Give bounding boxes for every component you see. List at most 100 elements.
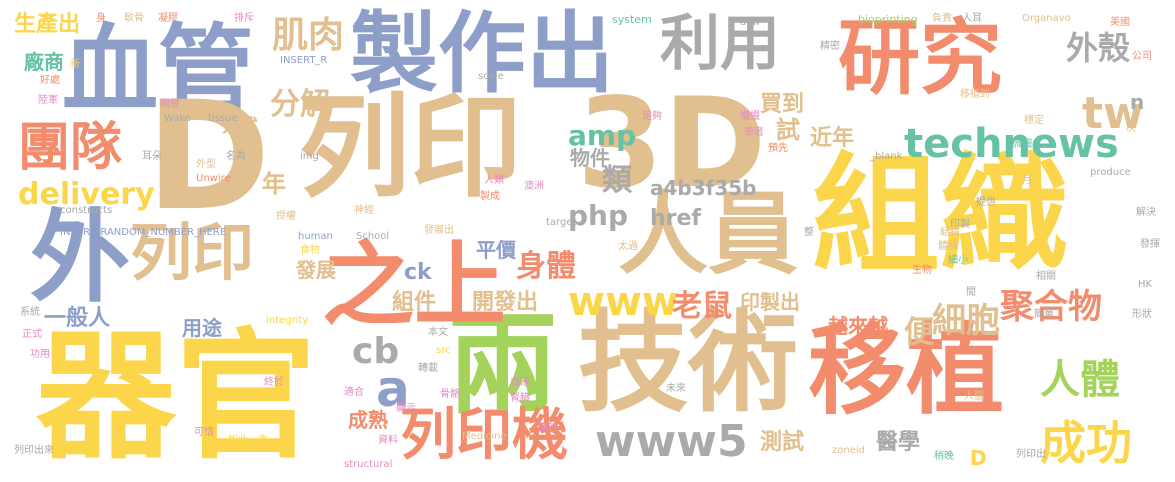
cloud-word: 顯示 bbox=[396, 403, 416, 414]
cloud-word: 廠商 bbox=[24, 50, 64, 74]
cloud-word: 開發出 bbox=[472, 290, 539, 315]
cloud-word: 發揮 bbox=[1140, 239, 1160, 250]
cloud-word: 本文 bbox=[428, 327, 448, 338]
cloud-word: 組件 bbox=[392, 290, 437, 315]
cloud-word: 身 bbox=[96, 13, 106, 24]
cloud-word: 相關 bbox=[1036, 271, 1056, 282]
cloud-word: 形狀 bbox=[1132, 309, 1152, 320]
cloud-word: 器官 bbox=[36, 316, 317, 479]
cloud-word: 穩定 bbox=[1024, 115, 1044, 126]
cloud-word: amp bbox=[568, 119, 637, 152]
cloud-word: www bbox=[568, 279, 679, 325]
cloud-word: a4b3f35b bbox=[650, 176, 757, 200]
cloud-word: target bbox=[546, 217, 577, 228]
cloud-word: 精密 bbox=[820, 41, 840, 52]
cloud-word: 如此一來 bbox=[228, 435, 268, 446]
cloud-word: 越來越 bbox=[828, 314, 888, 338]
cloud-word: 負責 bbox=[932, 13, 952, 24]
cloud-word: 技術 bbox=[578, 299, 798, 427]
cloud-word: 次 bbox=[1126, 123, 1136, 134]
cloud-word: a bbox=[376, 360, 410, 418]
cloud-word: 資料 bbox=[378, 435, 398, 446]
cloud-word: D bbox=[970, 446, 987, 470]
cloud-word: scale bbox=[478, 71, 504, 82]
cloud-word: 血液 bbox=[510, 377, 530, 388]
cloud-word: 慢慢 bbox=[740, 111, 760, 122]
cloud-word: 整 bbox=[804, 227, 814, 238]
cloud-word: 老鼠 bbox=[672, 289, 732, 324]
cloud-word: tw bbox=[1082, 88, 1144, 139]
cloud-word: 類 bbox=[602, 163, 632, 198]
cloud-word: 陸軍 bbox=[38, 95, 58, 106]
cloud-word: 食物 bbox=[300, 245, 320, 256]
cloud-word: 細小 bbox=[948, 255, 968, 266]
cloud-word: 神經 bbox=[354, 205, 374, 216]
cloud-word: 正式 bbox=[22, 329, 42, 340]
cloud-word: 軟骨 bbox=[124, 13, 144, 24]
cloud-word: bioprinting bbox=[858, 13, 918, 26]
cloud-word: 可惜 bbox=[194, 427, 214, 438]
cloud-word: 人員 bbox=[618, 182, 798, 287]
cloud-word: cb bbox=[352, 331, 400, 372]
cloud-word: 列印機 bbox=[400, 403, 568, 468]
cloud-word: 凝膠 bbox=[158, 13, 178, 24]
cloud-word: 列印出來 bbox=[14, 445, 54, 456]
cloud-word: 用途 bbox=[182, 316, 222, 340]
cloud-word: D bbox=[146, 70, 271, 244]
cloud-word: 肌肉 bbox=[272, 15, 345, 56]
cloud-word: 簡單 bbox=[1034, 309, 1054, 320]
cloud-word: 患者 bbox=[744, 127, 764, 138]
cloud-word: 好處 bbox=[40, 75, 60, 86]
cloud-word: 稍晚 bbox=[934, 451, 954, 462]
cloud-word: 人體 bbox=[1040, 357, 1120, 403]
cloud-word: 方式 bbox=[222, 116, 258, 137]
cloud-word: 結構 bbox=[940, 227, 960, 238]
cloud-word: ck bbox=[404, 260, 432, 285]
cloud-word: 試 bbox=[776, 116, 800, 144]
cloud-word: produce bbox=[1090, 167, 1131, 178]
cloud-word: 細胞 bbox=[932, 301, 1000, 341]
cloud-word: 微細 bbox=[1012, 139, 1032, 150]
cloud-word: 製成 bbox=[480, 191, 500, 202]
cloud-word: 月 bbox=[1022, 175, 1032, 186]
cloud-word: Wake bbox=[164, 113, 191, 124]
cloud-word: 身體 bbox=[516, 249, 576, 284]
cloud-word: 授權 bbox=[276, 211, 296, 222]
cloud-word: 公司 bbox=[1132, 51, 1152, 62]
cloud-word: 外 bbox=[30, 199, 130, 316]
cloud-word: href bbox=[650, 206, 702, 231]
cloud-word: 骨骼 bbox=[440, 389, 460, 400]
cloud-word: 醫學 bbox=[876, 430, 921, 455]
cloud-word: INSERT_RANDOM_NUMBER_HERE bbox=[60, 227, 227, 238]
cloud-word: 間 bbox=[966, 287, 976, 298]
cloud-word: 生產出 bbox=[14, 12, 81, 37]
cloud-word: avw bbox=[740, 17, 761, 28]
cloud-word: zoneid bbox=[832, 445, 865, 456]
cloud-word: 年 bbox=[262, 170, 286, 198]
cloud-word: 終於 bbox=[264, 377, 284, 388]
cloud-word: Medicine bbox=[462, 431, 507, 442]
cloud-word: 轉載 bbox=[418, 363, 438, 374]
cloud-word: technews bbox=[904, 121, 1119, 167]
cloud-word: 未來 bbox=[666, 383, 686, 394]
cloud-word: 系統 bbox=[20, 307, 40, 318]
cloud-word: tissue bbox=[208, 113, 238, 124]
cloud-word: 3D bbox=[577, 72, 767, 216]
cloud-word: 體積 bbox=[938, 241, 958, 252]
cloud-word: 發展 bbox=[296, 258, 336, 282]
cloud-word: 平價 bbox=[476, 238, 516, 262]
cloud-word: 美國 bbox=[1110, 17, 1130, 28]
cloud-word: 列印 bbox=[298, 83, 522, 213]
cloud-word: 製作出 bbox=[350, 2, 615, 105]
cloud-word: 人類 bbox=[484, 175, 504, 186]
cloud-word: 研究 bbox=[838, 11, 1003, 106]
cloud-word: 成熟 bbox=[348, 408, 388, 432]
cloud-word: img bbox=[300, 151, 319, 162]
cloud-word: 排斥 bbox=[234, 13, 254, 24]
cloud-word: 外型 bbox=[196, 159, 216, 170]
cloud-word: 聚合物 bbox=[1000, 287, 1102, 327]
cloud-word: human bbox=[298, 231, 333, 242]
cloud-word: 提供 bbox=[976, 197, 996, 208]
cloud-word: php bbox=[568, 199, 629, 232]
cloud-word: Unwire bbox=[196, 173, 231, 184]
